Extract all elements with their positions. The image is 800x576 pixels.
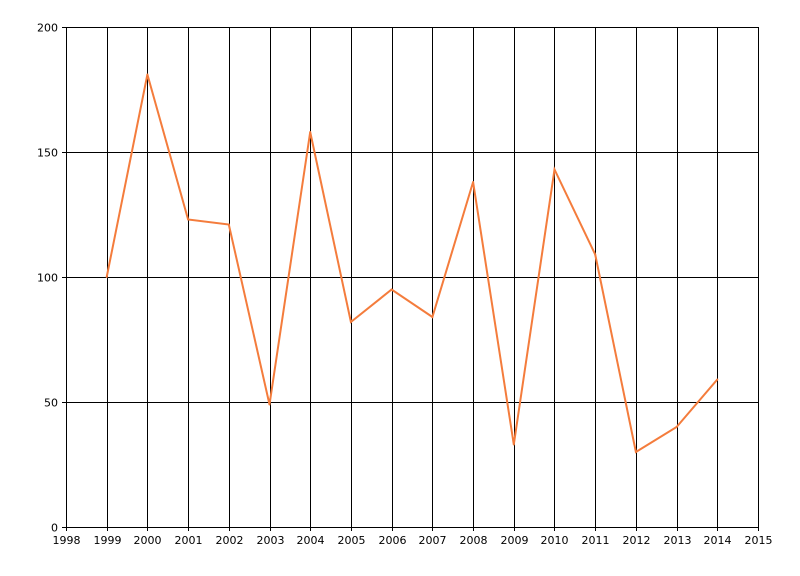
data-point [675, 426, 678, 428]
y-tick-label: 200 [37, 22, 58, 35]
x-tick-label: 2013 [664, 534, 692, 547]
x-tick-label: 2003 [257, 534, 285, 547]
data-point [716, 378, 719, 381]
y-tick-labels: 0 50 100 150 200 [37, 22, 58, 535]
series-line [105, 74, 719, 454]
x-tick-label: 2009 [501, 534, 529, 547]
data-point [268, 403, 271, 406]
x-tick-label: 2011 [582, 534, 610, 547]
x-tick-label: 2015 [745, 534, 773, 547]
x-tick-label: 2005 [338, 534, 366, 547]
data-point [146, 73, 149, 76]
series-group [105, 73, 719, 454]
data-point [349, 321, 352, 323]
x-tick-label: 2008 [460, 534, 488, 547]
data-point [594, 253, 597, 256]
grid [62, 27, 759, 531]
x-tick-labels: 1998 1999 2000 2001 2002 2003 2004 2005 2006 2007… [53, 534, 773, 547]
x-tick-label: 2000 [134, 534, 162, 547]
x-tick-label: 2002 [216, 534, 244, 547]
x-tick-label: 2001 [175, 534, 203, 547]
data-point [105, 276, 108, 278]
data-point [390, 288, 393, 291]
data-point [309, 131, 312, 133]
x-tick-label: 2010 [541, 534, 569, 547]
y-tick-label: 50 [44, 397, 58, 410]
data-point [472, 181, 475, 183]
x-tick-label: 2012 [623, 534, 651, 547]
x-tick-label: 1998 [53, 534, 81, 547]
axes [66, 27, 759, 528]
data-point [553, 168, 556, 171]
y-tick-label: 150 [37, 147, 58, 160]
y-tick-label: 100 [37, 272, 58, 285]
x-tick-label: 2004 [297, 534, 325, 547]
x-tick-label: 2014 [704, 534, 732, 547]
data-point [634, 451, 637, 453]
data-point [187, 218, 190, 221]
data-point [512, 443, 515, 446]
x-tick-label: 2006 [379, 534, 407, 547]
data-point [431, 316, 434, 318]
x-tick-label: 2007 [419, 534, 447, 547]
y-tick-label: 0 [51, 522, 58, 535]
data-point [227, 223, 230, 226]
x-tick-label: 1999 [94, 534, 122, 547]
